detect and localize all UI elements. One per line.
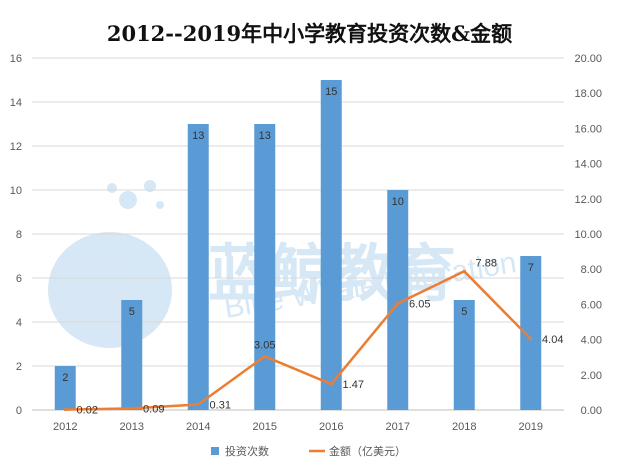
line-data-label: 1.47	[343, 379, 364, 391]
x-tick-label: 2017	[386, 421, 410, 433]
bar-data-label: 10	[392, 196, 404, 208]
bar-data-label: 13	[259, 130, 271, 142]
y-right-tick-label: 0.00	[581, 405, 602, 417]
y-right-tick-label: 4.00	[581, 335, 602, 347]
y-right-tick-label: 2.00	[581, 370, 602, 382]
line-point	[462, 269, 466, 273]
bar	[121, 300, 143, 410]
bar-data-label: 5	[129, 306, 135, 318]
whale-spout-icon	[144, 180, 156, 192]
line-data-label: 4.04	[542, 334, 563, 346]
bar-data-label: 5	[461, 306, 467, 318]
line-point	[529, 337, 533, 341]
y-right-tick-label: 10.00	[574, 229, 602, 241]
whale-icon	[48, 232, 172, 348]
bar	[453, 300, 475, 410]
whale-spout-icon	[119, 191, 137, 209]
watermark-logo: 蓝鲸教育Blue Whale Education	[48, 180, 519, 348]
y-left-tick-label: 10	[10, 185, 22, 197]
line-data-label: 0.31	[210, 400, 231, 412]
y-left-tick-label: 6	[16, 273, 22, 285]
legend-swatch-bar	[211, 447, 219, 455]
line-data-label: 3.05	[254, 339, 275, 351]
whale-spout-icon	[156, 201, 164, 209]
y-left-tick-label: 14	[10, 97, 22, 109]
legend-label-bar: 投资次数	[225, 444, 269, 458]
y-right-tick-label: 18.00	[574, 88, 602, 100]
bar	[520, 256, 542, 410]
chart-title: 2012--2019年中小学教育投资次数&金额	[106, 21, 513, 46]
y-right-tick-label: 6.00	[581, 299, 602, 311]
line-point	[263, 354, 267, 358]
x-tick-label: 2019	[519, 421, 543, 433]
y-left-tick-label: 0	[16, 405, 22, 417]
line-data-label: 6.05	[409, 299, 430, 311]
bar	[387, 190, 409, 410]
x-tick-label: 2014	[186, 421, 210, 433]
line-series-amount	[65, 270, 532, 411]
line-data-label: 7.88	[476, 257, 497, 269]
y-right-tick-label: 20.00	[574, 53, 602, 65]
bar	[187, 124, 209, 410]
y-left-tick-label: 2	[16, 361, 22, 373]
x-tick-label: 2013	[120, 421, 144, 433]
y-right-tick-label: 14.00	[574, 159, 602, 171]
y-left-tick-label: 16	[10, 53, 22, 65]
y-right-tick-label: 12.00	[574, 194, 602, 206]
x-tick-label: 2015	[253, 421, 277, 433]
y-left-tick-label: 12	[10, 141, 22, 153]
legend: 投资次数 金额（亿美元）	[211, 444, 406, 458]
whale-spout-icon	[107, 183, 117, 193]
line-point	[196, 403, 200, 407]
bar-data-label: 15	[325, 86, 337, 98]
line-point	[329, 382, 333, 386]
line-data-label: 0.02	[77, 405, 98, 417]
x-tick-label: 2018	[452, 421, 476, 433]
x-tick-label: 2012	[53, 421, 77, 433]
bar-data-label: 2	[62, 372, 68, 384]
x-tick-label: 2016	[319, 421, 343, 433]
bar	[254, 124, 276, 410]
y-right-tick-label: 8.00	[581, 264, 602, 276]
line-data-label: 0.09	[143, 403, 164, 415]
bar-data-label: 7	[528, 262, 534, 274]
y-left-tick-label: 8	[16, 229, 22, 241]
bar	[320, 80, 342, 410]
y-right-tick-label: 16.00	[574, 123, 602, 135]
line-point	[130, 406, 134, 410]
legend-label-line: 金额（亿美元）	[329, 444, 406, 458]
bar	[54, 366, 76, 410]
line-point	[396, 302, 400, 306]
bar-data-label: 13	[192, 130, 204, 142]
y-left-tick-label: 4	[16, 317, 22, 329]
line-point	[63, 408, 67, 412]
